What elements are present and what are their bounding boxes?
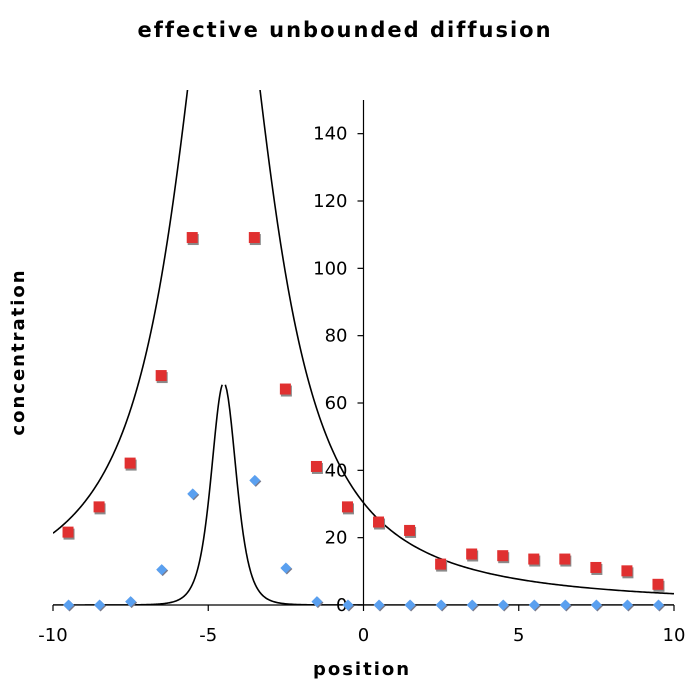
- square-marker: [652, 578, 664, 590]
- diamond-marker: [466, 599, 478, 611]
- square-marker: [186, 232, 198, 244]
- diamond-marker: [435, 599, 447, 611]
- diamond-marker: [559, 599, 571, 611]
- y-tick-label: 140: [313, 124, 347, 145]
- diamond-marker: [497, 599, 509, 611]
- square-marker: [466, 548, 478, 560]
- y-tick-label: 60: [325, 393, 348, 414]
- diamond-marker: [652, 599, 664, 611]
- x-tick-label: 0: [358, 625, 369, 646]
- diamond-marker: [63, 599, 75, 611]
- square-marker: [404, 524, 416, 536]
- y-tick-label: 120: [313, 191, 347, 212]
- square-marker: [248, 232, 260, 244]
- square-marker: [310, 460, 322, 472]
- diamond-marker: [187, 488, 199, 500]
- x-tick-label: 5: [513, 625, 524, 646]
- fit-curve-2: [224, 384, 674, 605]
- diamond-marker: [156, 564, 168, 576]
- fit-curve-1: [53, 90, 189, 534]
- square-marker: [124, 457, 136, 469]
- square-marker: [559, 553, 571, 565]
- diamond-marker: [373, 599, 385, 611]
- square-marker: [528, 553, 540, 565]
- diamond-marker: [125, 596, 137, 608]
- square-marker: [497, 550, 509, 562]
- x-tick-label: -5: [199, 625, 217, 646]
- y-axis-label: concentration: [8, 268, 29, 435]
- square-marker: [62, 526, 74, 538]
- square-marker: [435, 558, 447, 570]
- x-tick-label: 10: [663, 625, 686, 646]
- diamond-marker: [590, 599, 602, 611]
- square-marker: [279, 383, 291, 395]
- y-tick-label: 0: [336, 595, 347, 616]
- square-marker: [373, 516, 385, 528]
- square-marker: [93, 501, 105, 513]
- square-marker: [155, 370, 167, 382]
- y-tick-label: 100: [313, 258, 347, 279]
- diamond-marker: [311, 596, 323, 608]
- x-axis-label: position: [313, 659, 411, 680]
- x-tick-label: -10: [38, 625, 67, 646]
- diamond-marker: [280, 562, 292, 574]
- square-marker: [621, 565, 633, 577]
- chart-title: effective unbounded diffusion: [137, 18, 552, 42]
- y-tick-label: 40: [325, 460, 348, 481]
- square-marker: [590, 561, 602, 573]
- diamond-marker: [94, 599, 106, 611]
- diamond-marker: [249, 474, 261, 486]
- diamond-marker: [404, 599, 416, 611]
- square-marker: [341, 501, 353, 513]
- fit-curve-2: [53, 384, 223, 605]
- diamond-marker: [342, 599, 354, 611]
- y-tick-label: 80: [325, 326, 348, 347]
- y-tick-label: 20: [325, 528, 348, 549]
- diamond-marker: [621, 599, 633, 611]
- fit-curve-1: [259, 90, 674, 595]
- diamond-marker: [528, 599, 540, 611]
